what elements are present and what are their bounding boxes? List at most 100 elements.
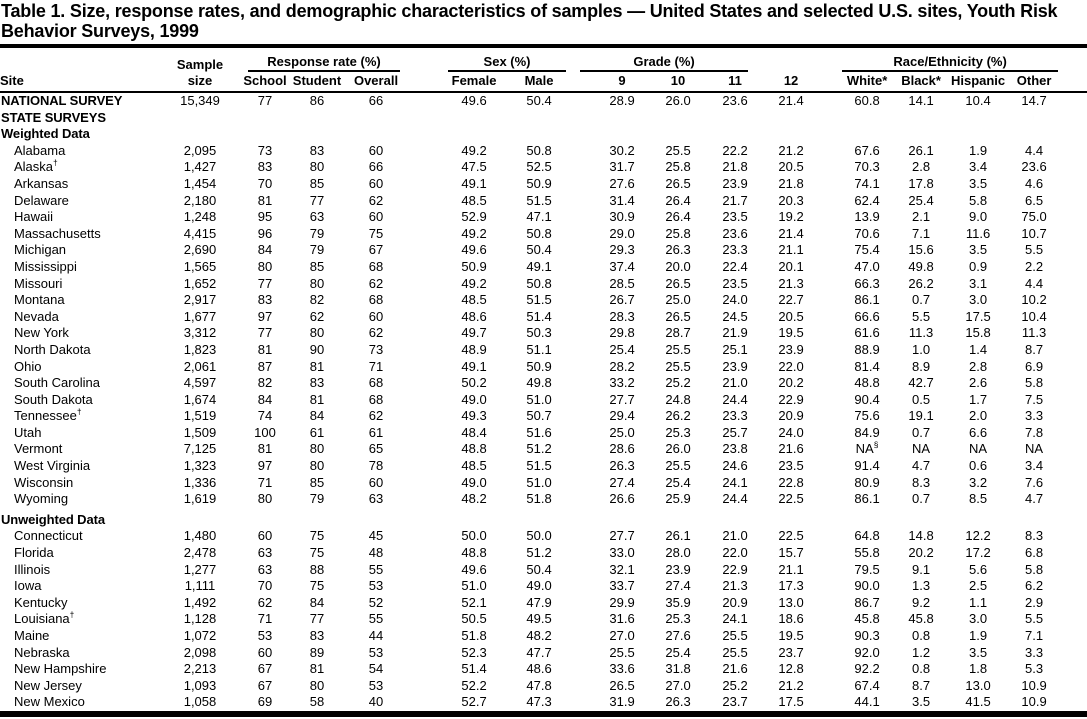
value-cell: 4.6 xyxy=(1025,175,1044,191)
column-gap xyxy=(572,491,594,508)
value-cell: 2,917 xyxy=(183,292,217,308)
site-cell: Connecticut xyxy=(14,528,83,544)
value-cell: 86.7 xyxy=(854,594,880,610)
value-cell: 51.8 xyxy=(526,491,552,507)
column-gap xyxy=(572,342,594,359)
value-cell: 49.8 xyxy=(526,375,552,391)
value-cell: 23.6 xyxy=(722,93,748,108)
value-cell: 23.9 xyxy=(778,341,804,357)
value-cell: 9.2 xyxy=(912,594,931,610)
value-cell: 27.7 xyxy=(609,528,635,544)
value-cell: 1,323 xyxy=(183,458,217,474)
value-cell: 85 xyxy=(309,474,325,490)
value-cell: 27.0 xyxy=(665,677,691,693)
table-row-massachusetts: Massachusetts 4,415 96 79 75 49.2 50.8 29.0 25.8… xyxy=(0,226,1087,243)
table-row-missouri: Missouri 1,652 77 80 62 49.2 50.8 28.5 26.5 23.5 2… xyxy=(0,276,1087,293)
value-cell: 26.0 xyxy=(665,441,691,457)
site-cell: North Dakota xyxy=(14,341,91,357)
value-cell: 5.5 xyxy=(1025,242,1044,258)
column-gap xyxy=(818,628,840,645)
column-gap xyxy=(818,159,840,176)
value-cell: 62 xyxy=(309,308,325,324)
column-gap xyxy=(1060,528,1087,545)
value-cell: 9.0 xyxy=(969,209,988,225)
col-header-9: 9 xyxy=(594,72,651,93)
site-cell: Wyoming xyxy=(14,491,69,507)
value-cell: 18.6 xyxy=(778,611,804,627)
value-cell: 77 xyxy=(309,192,325,208)
value-cell: 25.2 xyxy=(665,375,691,391)
value-cell: 9.1 xyxy=(912,561,931,577)
column-gap xyxy=(572,276,594,293)
value-cell: 95 xyxy=(257,209,273,225)
value-cell: 22.9 xyxy=(778,391,804,407)
value-cell: 53 xyxy=(368,644,384,660)
value-cell: 62.4 xyxy=(854,192,880,208)
value-cell: 17.8 xyxy=(908,175,934,191)
value-cell: 48.5 xyxy=(461,192,487,208)
column-gap xyxy=(1060,408,1087,425)
value-cell: 2.5 xyxy=(969,578,988,594)
value-cell: 5.8 xyxy=(969,192,988,208)
site-cell: Utah xyxy=(14,424,42,440)
column-gap xyxy=(818,441,840,458)
value-cell: 49.0 xyxy=(461,391,487,407)
value-cell: 2,098 xyxy=(183,644,217,660)
column-gap xyxy=(572,562,594,579)
section-label: Unweighted Data xyxy=(1,511,105,527)
value-cell: 25.4 xyxy=(609,341,635,357)
value-cell: 86.1 xyxy=(854,292,880,308)
value-cell: 23.3 xyxy=(722,408,748,424)
column-gap xyxy=(406,545,442,562)
column-gap xyxy=(572,528,594,545)
value-cell: 3.1 xyxy=(969,275,988,291)
col-header-white: White* xyxy=(840,72,895,93)
value-cell: 68 xyxy=(368,292,384,308)
value-cell: 8.7 xyxy=(1025,341,1044,357)
value-cell: 60 xyxy=(368,175,384,191)
value-cell: 49.6 xyxy=(461,561,487,577)
value-cell: 53 xyxy=(257,628,273,643)
value-cell: 87 xyxy=(257,358,273,374)
value-cell: 53 xyxy=(368,578,384,594)
table-row-vermont: Vermont 7,125 81 80 65 48.8 51.2 28.6 26.0 23.8 21… xyxy=(0,441,1087,458)
value-cell: 85 xyxy=(309,258,325,274)
column-gap xyxy=(572,578,594,595)
value-cell: 1.3 xyxy=(912,578,931,594)
value-cell: 61 xyxy=(309,424,325,440)
col-header-10: 10 xyxy=(650,72,707,93)
value-cell: 47.9 xyxy=(526,594,552,610)
value-cell: 21.4 xyxy=(778,93,804,108)
value-cell: 51.0 xyxy=(461,578,487,594)
value-cell: 90.3 xyxy=(854,628,880,643)
column-gap xyxy=(1060,491,1087,508)
col-header-11: 11 xyxy=(706,72,765,93)
column-gap xyxy=(1060,259,1087,276)
column-gap xyxy=(1060,475,1087,492)
value-cell: 52.2 xyxy=(461,677,487,693)
value-cell: 3.3 xyxy=(1025,408,1044,424)
column-gap xyxy=(406,259,442,276)
value-cell: 22.0 xyxy=(778,358,804,374)
value-cell: 8.5 xyxy=(969,491,988,507)
value-cell: 50.9 xyxy=(526,175,552,191)
site-cell: Alaska† xyxy=(14,158,58,175)
section-label: Weighted Data xyxy=(1,126,90,142)
value-cell: 50.9 xyxy=(461,258,487,274)
value-cell: 23.7 xyxy=(778,644,804,660)
value-cell: 3.3 xyxy=(1025,644,1044,660)
value-cell: NA§ xyxy=(855,440,879,457)
value-cell: 25.4 xyxy=(908,192,934,208)
value-cell: 25.5 xyxy=(665,358,691,374)
col-header-sample-line1: Sample xyxy=(176,57,224,72)
column-gap xyxy=(1060,611,1087,628)
column-gap xyxy=(1060,72,1087,93)
site-cell: Nebraska xyxy=(14,644,70,660)
value-cell: 5.6 xyxy=(969,561,988,577)
title-line-1: Table 1. Size, response rates, and demog… xyxy=(1,1,1058,21)
column-gap xyxy=(406,628,442,645)
value-cell: 2.8 xyxy=(969,358,988,374)
value-cell: 67 xyxy=(257,677,273,693)
col-header-hispanic: Hispanic xyxy=(948,72,1009,93)
site-cell: Illinois xyxy=(14,561,51,577)
